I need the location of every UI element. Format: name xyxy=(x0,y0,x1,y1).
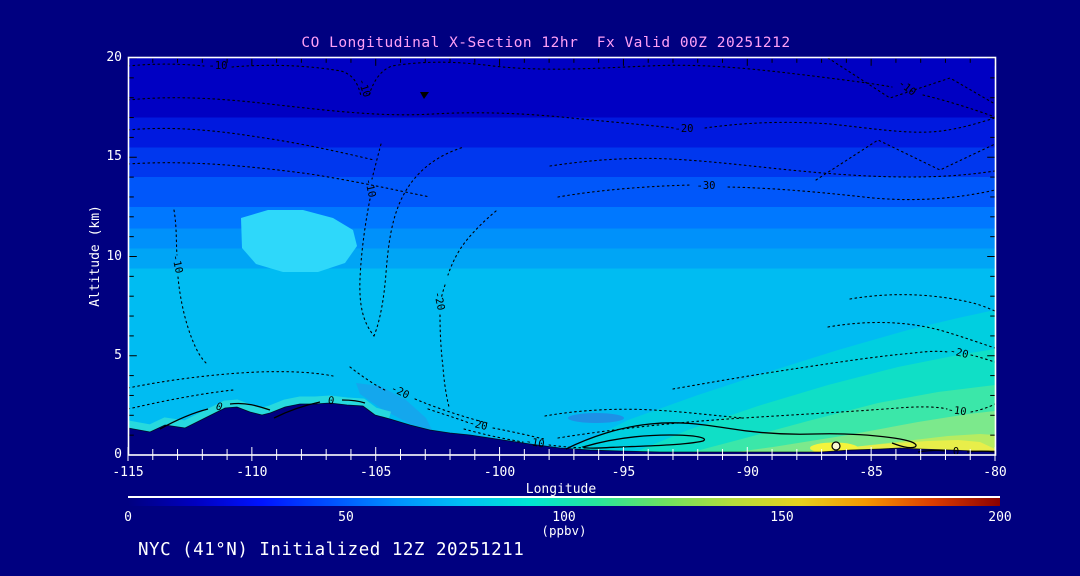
contour-value-label: -20 xyxy=(467,417,488,433)
figure-title: CO Longitudinal X-Section 12hr Fx Valid … xyxy=(301,35,791,51)
colorbar-tick-label: 200 xyxy=(988,510,1012,525)
plot-frame xyxy=(127,56,997,456)
terrain-top-line xyxy=(128,402,995,453)
contour-value-label: -10 xyxy=(947,404,967,419)
colorbar-tick-label: 0 xyxy=(124,510,132,525)
contour-value-label: -20 xyxy=(675,123,694,135)
x-tick-label: -90 xyxy=(735,465,760,480)
colorbar-tick-label: 50 xyxy=(338,510,354,525)
contour-value-label: -20 xyxy=(431,290,447,311)
y-tick-label: 15 xyxy=(106,149,122,165)
colorbar-unit: (ppbv) xyxy=(541,523,587,538)
contour-value-label: -10 xyxy=(355,77,372,99)
terrain-silhouette xyxy=(128,403,995,455)
triangle-down-marker xyxy=(420,92,429,99)
plot-field xyxy=(128,58,995,455)
y-tick-label: 5 xyxy=(114,347,122,363)
y-tick-label: 20 xyxy=(106,50,122,65)
colorbar xyxy=(128,496,1000,506)
contour-value-label: -30 xyxy=(697,180,716,192)
contour-value-label: -10 xyxy=(209,60,228,72)
x-tick-label: -115 xyxy=(112,465,144,480)
x-tick-label: -95 xyxy=(611,465,636,480)
darker-slope-patch xyxy=(356,383,432,430)
circle-marker xyxy=(831,441,841,451)
x-tick-label: -105 xyxy=(360,465,392,480)
contour-value-label: 0 xyxy=(327,395,335,408)
contour-value-label: 0 xyxy=(214,400,225,414)
dotted-contour-lines xyxy=(128,58,995,449)
x-tick-label: -85 xyxy=(859,465,883,480)
contour-value-label: 0 xyxy=(953,446,959,458)
blue-lens xyxy=(568,413,624,423)
y-tick-label: 0 xyxy=(114,447,122,462)
contour-value-label: -10 xyxy=(525,435,546,450)
run-info-label: NYC (41°N) Initialized 12Z 20251211 xyxy=(138,540,525,560)
y-tick-label: 10 xyxy=(106,248,122,264)
contour-value-label: -20 xyxy=(948,345,969,361)
x-axis-title: Longitude xyxy=(525,482,597,497)
colorbar-tick-label: 100 xyxy=(552,510,576,525)
light-cyan-patch xyxy=(241,210,357,272)
contour-value-label: -10 xyxy=(362,177,378,198)
terrain-turquoise-strip xyxy=(128,395,391,432)
x-tick-label: -100 xyxy=(483,465,516,480)
solid-contour-lines xyxy=(159,399,995,453)
contour-value-label: -10 xyxy=(169,253,185,274)
x-tick-label: -110 xyxy=(236,465,268,480)
x-tick-label: -80 xyxy=(983,465,1007,480)
colorbar-tick-label: 150 xyxy=(770,510,794,525)
